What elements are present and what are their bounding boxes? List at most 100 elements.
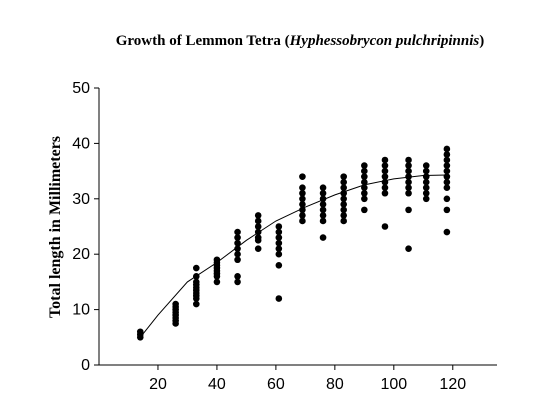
- fit-curve-group: [139, 174, 447, 338]
- data-point: [443, 156, 451, 164]
- data-point: [405, 206, 412, 214]
- data-point: [299, 201, 306, 208]
- data-point: [275, 295, 283, 302]
- x-tick-label: 120: [439, 376, 466, 393]
- data-point: [340, 173, 347, 180]
- y-tick-label: 10: [72, 302, 90, 319]
- data-point: [275, 234, 283, 241]
- data-point: [340, 189, 347, 197]
- data-point: [443, 228, 451, 236]
- data-point: [299, 189, 306, 197]
- data-point: [299, 212, 306, 219]
- data-point: [234, 273, 241, 280]
- data-point: [299, 217, 306, 225]
- data-point: [254, 228, 262, 236]
- data-point: [381, 162, 389, 169]
- data-point: [443, 184, 451, 192]
- data-point: [275, 261, 283, 269]
- data-point: [340, 184, 347, 192]
- data-point: [361, 189, 368, 197]
- data-point: [340, 206, 347, 214]
- x-tick-label: 40: [208, 376, 226, 393]
- data-point: [443, 151, 451, 158]
- data-point: [192, 273, 200, 280]
- data-point: [405, 178, 412, 186]
- data-point: [361, 173, 368, 180]
- x-tick-label: 100: [380, 376, 407, 393]
- data-point: [254, 223, 262, 230]
- data-point: [422, 173, 430, 180]
- data-point: [422, 184, 430, 192]
- data-point: [381, 223, 389, 230]
- data-point: [361, 206, 368, 214]
- data-point: [443, 167, 451, 175]
- data-point: [405, 167, 412, 175]
- data-point: [422, 167, 430, 175]
- data-point: [340, 217, 347, 225]
- y-tick-label: 40: [72, 135, 90, 152]
- data-point: [319, 234, 327, 241]
- data-point: [319, 206, 327, 214]
- data-point: [443, 206, 451, 214]
- data-point: [381, 189, 389, 197]
- data-point: [234, 278, 241, 286]
- data-point: [319, 195, 327, 203]
- data-point: [422, 162, 430, 169]
- data-point: [319, 217, 327, 225]
- data-point: [405, 162, 412, 169]
- data-point: [234, 250, 241, 258]
- data-point: [443, 173, 451, 180]
- data-point: [254, 212, 262, 219]
- data-point: [405, 173, 412, 180]
- data-point: [381, 178, 389, 186]
- y-tick-label: 30: [72, 191, 90, 208]
- data-point: [192, 300, 200, 308]
- data-point: [422, 189, 430, 197]
- data-point: [340, 195, 347, 203]
- data-points: [136, 145, 451, 341]
- data-point: [234, 256, 241, 264]
- data-point: [340, 178, 347, 186]
- data-point: [405, 156, 412, 164]
- data-point: [340, 201, 347, 208]
- data-point: [443, 178, 451, 186]
- y-tick-label: 0: [81, 357, 90, 374]
- axes: 0 10 20 30 40 50 20 40 60 80 100 120: [72, 80, 497, 393]
- data-point: [319, 189, 327, 197]
- data-point: [443, 162, 451, 169]
- data-point: [275, 250, 283, 258]
- data-point: [234, 245, 241, 252]
- x-tick-label: 60: [267, 376, 285, 393]
- data-point: [340, 212, 347, 219]
- data-point: [319, 184, 327, 192]
- data-point: [361, 184, 368, 192]
- data-point: [299, 206, 306, 214]
- data-point: [443, 145, 451, 153]
- chart-title-species: Hyphessobrycon pulchripinnis: [289, 33, 480, 49]
- data-point: [192, 264, 200, 272]
- x-tick-label: 20: [149, 376, 167, 393]
- data-point: [361, 178, 368, 186]
- data-point: [275, 245, 283, 252]
- data-point: [213, 278, 221, 286]
- y-tick-label: 50: [72, 80, 90, 97]
- data-point: [443, 195, 451, 203]
- data-point: [275, 223, 283, 230]
- data-point: [422, 178, 430, 186]
- data-point: [319, 212, 327, 219]
- data-point: [299, 173, 306, 180]
- chart-title-suffix: ): [479, 33, 484, 49]
- data-point: [172, 300, 179, 308]
- data-point: [254, 245, 262, 252]
- y-tick-label: 20: [72, 246, 90, 263]
- data-point: [213, 256, 221, 264]
- data-point: [192, 278, 200, 286]
- data-point: [234, 234, 241, 241]
- data-point: [381, 184, 389, 192]
- data-point: [234, 228, 241, 236]
- x-tick-label: 80: [326, 376, 344, 393]
- data-point: [422, 195, 430, 203]
- data-point: [381, 173, 389, 180]
- data-point: [381, 156, 389, 164]
